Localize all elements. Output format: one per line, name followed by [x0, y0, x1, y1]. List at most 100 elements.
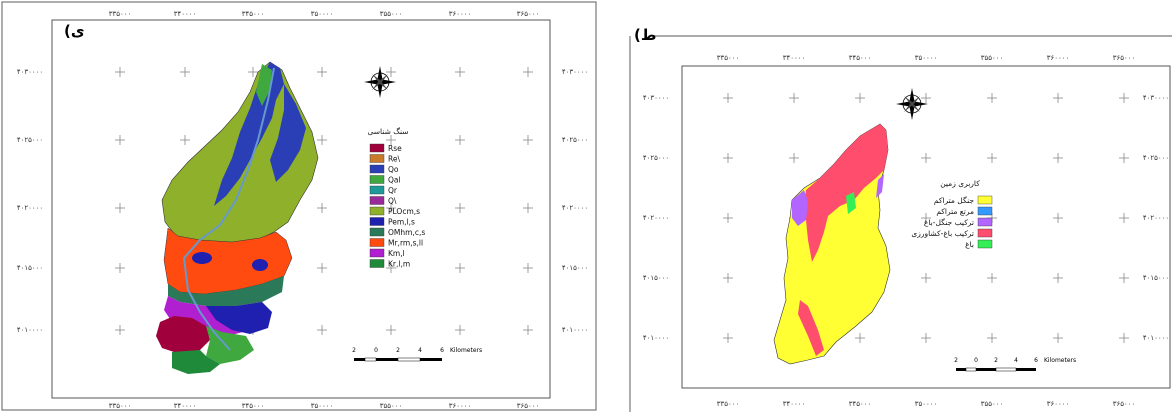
x-tick: ۳۵۵۰۰۰ — [380, 402, 403, 410]
x-tick: ۳۴۰۰۰۰ — [783, 54, 806, 62]
x-tick: ۳۵۰۰۰۰ — [311, 402, 334, 410]
top-x-ticks: ۳۳۵۰۰۰ ۳۴۰۰۰۰ ۳۴۵۰۰۰ ۳۵۰۰۰۰ ۳۵۵۰۰۰ ۳۶۰۰۰… — [717, 54, 1136, 62]
scale-label: 6 — [440, 347, 444, 354]
y-tick: ۴۰۲۵۰۰۰ — [1143, 154, 1169, 162]
unit-rse — [156, 316, 210, 354]
scale-label: 2 — [396, 347, 400, 354]
legend-swatch — [977, 195, 993, 205]
landuse-map-panel: (ط ۳۳۵۰۰۰ ۳۴۰۰۰۰ ۳۴۵۰۰۰ ۳۵۰۰۰۰ ۳۵۵۰۰۰ ۳۶… — [628, 0, 1172, 412]
x-tick: ۳۶۰۰۰۰ — [449, 10, 472, 18]
right-y-ticks: ۴۰۳۰۰۰۰ ۴۰۲۵۰۰۰ ۴۰۲۰۰۰۰ ۴۰۱۵۰۰۰ ۴۰۱۰۰۰۰ — [1143, 94, 1169, 342]
legend-label: Q\ — [388, 197, 397, 206]
legend-label: Qr — [388, 186, 398, 195]
scale-label: 4 — [418, 347, 422, 354]
y-tick: ۴۰۲۰۰۰۰ — [1143, 214, 1169, 222]
legend-label: Re\ — [388, 155, 400, 164]
scale-units: Kilometers — [450, 347, 482, 354]
x-tick: ۳۵۵۰۰۰ — [981, 400, 1004, 408]
legend-title: سنگ شناسی — [367, 127, 408, 136]
legend-label: مرتع متراکم — [936, 207, 974, 216]
landuse-garden — [846, 192, 856, 214]
landuse-garden-farm — [798, 300, 824, 356]
top-x-ticks: ۳۳۵۰۰۰ ۳۴۰۰۰۰ ۳۴۵۰۰۰ ۳۵۰۰۰۰ ۳۵۵۰۰۰ ۳۶۰۰۰… — [109, 10, 540, 18]
legend-label: OMhm,c,s — [388, 228, 425, 237]
x-tick: ۳۴۵۰۰۰ — [242, 10, 265, 18]
y-tick: ۴۰۱۰۰۰۰ — [562, 326, 588, 334]
legend-swatch — [369, 185, 385, 195]
map-frame — [51, 19, 551, 399]
y-tick: ۴۰۲۵۰۰۰ — [562, 136, 588, 144]
scale-label: 0 — [374, 347, 378, 354]
y-tick: ۴۰۳۰۰۰۰ — [562, 68, 588, 76]
y-tick: ۴۰۱۵۰۰۰ — [643, 274, 669, 282]
x-tick: ۳۴۰۰۰۰ — [783, 400, 806, 408]
unit-pem — [206, 302, 272, 334]
x-tick: ۳۵۰۰۰۰ — [915, 54, 938, 62]
y-tick: ۴۰۲۵۰۰۰ — [17, 136, 43, 144]
x-tick: ۳۵۰۰۰۰ — [915, 400, 938, 408]
landuse-forest-garden — [876, 174, 884, 198]
x-tick: ۳۶۵۰۰۰ — [517, 402, 540, 410]
y-tick: ۴۰۳۰۰۰۰ — [643, 94, 669, 102]
scale-bar: 2 0 2 4 6 Kilometers — [352, 347, 482, 362]
legend-swatch — [369, 227, 385, 237]
left-y-ticks: ۴۰۳۰۰۰۰ ۴۰۲۵۰۰۰ ۴۰۲۰۰۰۰ ۴۰۱۵۰۰۰ ۴۰۱۰۰۰۰ — [17, 68, 43, 334]
legend-label: PLOcm,s — [388, 207, 420, 216]
x-tick: ۳۴۰۰۰۰ — [174, 402, 197, 410]
legend-title: کاربری زمین — [940, 179, 980, 188]
y-tick: ۴۰۱۰۰۰۰ — [17, 326, 43, 334]
landuse-legend: کاربری زمین جنگل متراکم مرتع متراکم ترکیب … — [911, 179, 993, 249]
unit-pem-patch — [252, 259, 268, 271]
y-tick: ۴۰۱۰۰۰۰ — [1143, 334, 1169, 342]
legend-swatch — [977, 206, 993, 216]
unit-qal — [256, 64, 272, 106]
y-tick: ۴۰۲۰۰۰۰ — [17, 204, 43, 212]
scale-label: 6 — [1034, 357, 1038, 364]
x-tick: ۳۶۰۰۰۰ — [1047, 54, 1070, 62]
x-tick: ۳۴۵۰۰۰ — [849, 400, 872, 408]
unit-qo — [214, 62, 284, 206]
scale-label: 4 — [1014, 357, 1018, 364]
scale-units: Kilometers — [1044, 357, 1076, 364]
y-tick: ۴۰۲۰۰۰۰ — [562, 204, 588, 212]
x-tick: ۳۶۵۰۰۰ — [1113, 54, 1136, 62]
scale-bar: 2 0 2 4 6 Kilometers — [954, 357, 1076, 372]
x-tick: ۳۶۰۰۰۰ — [1047, 400, 1070, 408]
watershed-landuse — [773, 123, 891, 365]
x-tick: ۳۵۵۰۰۰ — [380, 10, 403, 18]
geology-map-svg: (ی ۳۳۵۰۰۰ ۳۴۰۰۰۰ ۳۴۵۰۰۰ ۳۵۰۰۰۰ ۳۵۵۰۰۰ ۳۶… — [1, 1, 597, 411]
x-tick: ۳۶۵۰۰۰ — [517, 10, 540, 18]
y-tick: ۴۰۱۵۰۰۰ — [562, 264, 588, 272]
x-tick: ۳۴۵۰۰۰ — [242, 402, 265, 410]
river — [182, 67, 275, 351]
scale-label: 2 — [954, 357, 958, 364]
panel-label: (ط — [634, 26, 656, 44]
y-tick: ۴۰۳۰۰۰۰ — [17, 68, 43, 76]
x-tick: ۳۵۰۰۰۰ — [311, 10, 334, 18]
legend-label: Qal — [388, 176, 401, 185]
panel-label: (ی — [64, 22, 85, 40]
x-tick: ۳۳۵۰۰۰ — [717, 54, 740, 62]
scale-label: 0 — [974, 357, 978, 364]
x-tick: ۳۳۵۰۰۰ — [109, 402, 132, 410]
legend-label: Rse — [388, 144, 402, 153]
left-y-ticks: ۴۰۳۰۰۰۰ ۴۰۲۵۰۰۰ ۴۰۲۰۰۰۰ ۴۰۱۵۰۰۰ ۴۰۱۰۰۰۰ — [643, 94, 669, 342]
scale-label: 2 — [352, 347, 356, 354]
legend-swatch — [977, 228, 993, 238]
legend-label: باغ — [965, 240, 974, 249]
legend-label: ترکیب باغ-کشاورزی — [911, 229, 974, 238]
y-tick: ۴۰۲۰۰۰۰ — [643, 214, 669, 222]
y-tick: ۴۰۳۰۰۰۰ — [1143, 94, 1169, 102]
x-tick: ۳۴۵۰۰۰ — [849, 54, 872, 62]
x-tick: ۳۶۰۰۰۰ — [449, 402, 472, 410]
x-tick: ۳۶۵۰۰۰ — [1113, 400, 1136, 408]
north-arrow-icon — [896, 88, 928, 120]
legend-label: جنگل متراکم — [934, 196, 975, 205]
north-arrow-icon — [364, 66, 396, 98]
legend-swatch — [977, 239, 993, 249]
legend-swatch — [977, 217, 993, 227]
x-tick: ۳۳۵۰۰۰ — [717, 400, 740, 408]
legend-label: Km,l — [388, 249, 405, 258]
y-tick: ۴۰۱۵۰۰۰ — [1143, 274, 1169, 282]
